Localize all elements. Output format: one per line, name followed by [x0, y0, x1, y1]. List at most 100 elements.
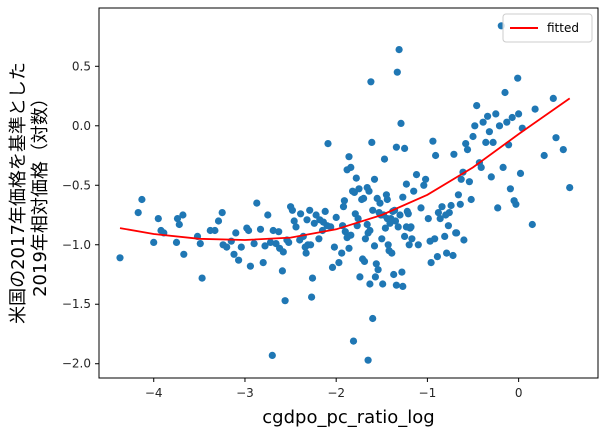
data-point-203 — [303, 216, 311, 224]
data-point-142 — [463, 146, 472, 154]
data-point-122 — [417, 204, 425, 212]
data-point-0 — [116, 254, 124, 262]
data-point-90 — [402, 180, 410, 188]
data-point-106 — [385, 247, 393, 255]
data-point-172 — [528, 220, 536, 229]
data-point-41 — [297, 210, 305, 218]
data-point-99 — [373, 194, 381, 202]
data-point-174 — [540, 151, 548, 160]
data-point-57 — [340, 197, 348, 205]
data-point-59 — [345, 244, 353, 252]
data-point-162 — [503, 118, 511, 126]
data-point-224 — [456, 200, 464, 208]
data-point-88 — [399, 193, 407, 201]
y-tick-label: −1.0 — [62, 238, 91, 252]
data-point-114 — [399, 282, 407, 290]
data-point-193 — [341, 228, 349, 236]
data-point-151 — [482, 138, 490, 146]
data-point-161 — [501, 88, 509, 97]
data-point-31 — [256, 225, 265, 233]
y-axis-label-line-1: 米国の2017年価格を基準とした — [8, 62, 29, 324]
data-point-95 — [368, 138, 376, 146]
data-point-2 — [138, 195, 146, 204]
data-point-8 — [173, 215, 182, 223]
y-tick-label: −1.5 — [62, 297, 91, 311]
data-point-218 — [431, 235, 439, 243]
data-point-216 — [371, 273, 379, 281]
data-point-207 — [288, 206, 296, 214]
data-point-204 — [301, 243, 309, 251]
data-point-135 — [447, 201, 455, 210]
data-point-35 — [275, 228, 283, 236]
data-point-181 — [363, 184, 371, 192]
data-point-4 — [154, 215, 162, 223]
data-point-105 — [383, 195, 391, 204]
data-point-25 — [237, 243, 245, 251]
data-point-129 — [433, 253, 441, 261]
data-point-17 — [214, 217, 223, 225]
data-point-97 — [369, 314, 377, 323]
data-point-33 — [264, 211, 272, 219]
data-point-150 — [479, 118, 487, 126]
data-point-130 — [436, 215, 444, 223]
data-point-128 — [432, 151, 440, 160]
axes-frame — [98, 7, 599, 379]
data-point-13 — [196, 240, 204, 248]
data-point-186 — [354, 215, 362, 223]
legend-label-fitted: fitted — [547, 21, 579, 35]
data-point-29 — [250, 240, 258, 248]
y-tick-label: 0.5 — [72, 59, 91, 73]
data-point-34 — [269, 226, 277, 235]
data-point-102 — [379, 280, 387, 288]
data-point-70 — [369, 206, 377, 214]
data-point-178 — [566, 184, 574, 192]
data-point-117 — [404, 210, 412, 218]
x-axis-ticks: −4 −3 −2 −1 0 — [145, 378, 523, 400]
fitted-line — [119, 97, 571, 241]
data-point-222 — [449, 251, 457, 260]
data-point-138 — [454, 191, 462, 199]
data-point-169 — [515, 110, 523, 118]
data-point-187 — [352, 174, 360, 182]
data-point-157 — [494, 204, 502, 212]
data-point-23 — [232, 229, 240, 237]
data-point-200 — [316, 216, 324, 224]
data-point-37 — [278, 267, 286, 275]
data-point-47 — [308, 274, 317, 282]
data-point-46 — [308, 293, 316, 301]
y-tick-label: 0.0 — [72, 119, 91, 133]
data-point-107 — [387, 215, 395, 223]
data-point-119 — [410, 187, 418, 195]
data-point-60 — [347, 231, 355, 239]
legend-box — [502, 13, 593, 43]
data-point-22 — [230, 250, 238, 258]
data-point-82 — [390, 270, 398, 279]
data-point-111 — [393, 68, 401, 76]
data-point-191 — [345, 153, 353, 161]
data-point-220 — [442, 211, 450, 219]
data-point-7 — [172, 238, 181, 246]
data-point-223 — [453, 229, 461, 237]
data-point-9 — [175, 220, 183, 229]
data-point-115 — [401, 144, 409, 152]
data-point-24 — [235, 256, 243, 264]
data-point-96 — [366, 280, 374, 288]
x-axis-label: cgdpo_pc_ratio_log — [262, 407, 434, 428]
data-point-131 — [438, 203, 446, 211]
data-point-210 — [279, 248, 287, 256]
data-point-155 — [489, 138, 497, 146]
data-point-38 — [281, 297, 289, 305]
y-tick-label: −2.0 — [62, 357, 91, 371]
data-point-192 — [343, 166, 351, 174]
x-tick-label: 0 — [515, 386, 523, 400]
data-point-179 — [367, 78, 375, 86]
data-point-225 — [460, 236, 468, 244]
data-point-71 — [370, 242, 379, 250]
data-point-147 — [473, 102, 481, 110]
data-point-133 — [443, 249, 451, 257]
data-point-194 — [339, 203, 348, 211]
data-point-43 — [302, 249, 310, 257]
data-point-164 — [506, 185, 514, 193]
